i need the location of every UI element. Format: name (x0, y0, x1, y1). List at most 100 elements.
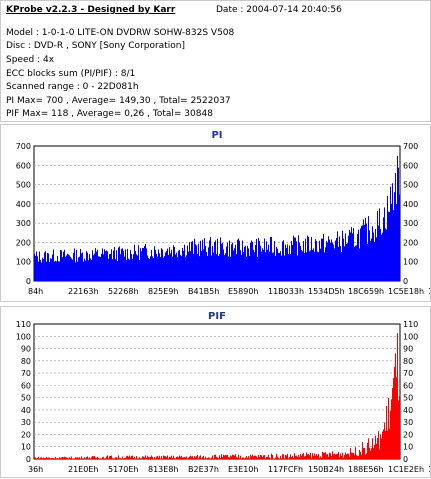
chart-1-bar (174, 458, 175, 459)
chart-1-bar (344, 455, 345, 459)
chart-0-bar (294, 237, 295, 281)
disc-line: Disc : DVD-R , SONY [Sony Corporation] (6, 41, 185, 51)
chart-0-bar (87, 252, 88, 281)
chart-0-bar (136, 254, 137, 281)
chart-0-bar (166, 250, 167, 281)
chart-1-bar (329, 452, 330, 459)
chart-1-bar (229, 457, 230, 459)
chart-1-bar (50, 458, 51, 459)
chart-0-bar (172, 256, 173, 281)
chart-1-bar (231, 456, 232, 459)
chart-1-bar (152, 456, 153, 459)
chart-0-bar (58, 261, 59, 281)
chart-1-bar (87, 456, 88, 459)
chart-0-bar (177, 257, 178, 281)
chart-0-bar (392, 183, 393, 281)
chart-0-bar (201, 250, 202, 281)
chart-1-bar (382, 431, 383, 459)
chart-0-bar (259, 241, 260, 281)
chart-0-bar (390, 186, 391, 281)
chart-0-bar (301, 249, 302, 281)
chart-0-bar (115, 259, 116, 281)
chart-0-bar (307, 235, 308, 281)
chart-0-bar (386, 229, 387, 281)
chart-1-bar (70, 458, 71, 459)
chart-0-bar (331, 239, 332, 281)
chart-0-bar (186, 255, 187, 281)
chart-0-bar (223, 249, 224, 281)
chart-0-bar (147, 255, 148, 281)
chart-1-y-tick-left: 110 (16, 320, 31, 329)
chart-0-bar (365, 217, 366, 281)
chart-0-bar (43, 259, 44, 281)
chart-0-bar (67, 253, 68, 281)
chart-0-bar (290, 254, 291, 281)
chart-1-bar (280, 455, 281, 459)
chart-1-bar (55, 456, 56, 459)
chart-0-bar (341, 251, 342, 281)
chart-0-bar (38, 261, 39, 281)
chart-0-bar (153, 258, 154, 281)
chart-1-bar (357, 456, 358, 459)
chart-0-bar (367, 243, 368, 281)
chart-0-bar (240, 250, 241, 281)
chart-1-bar (396, 377, 397, 459)
chart-1-bar (71, 456, 72, 459)
chart-1-bar (236, 456, 237, 459)
chart-1-bar (387, 430, 388, 459)
chart-1-bar (41, 457, 42, 459)
chart-1-bar (388, 397, 389, 459)
chart-1-bar (304, 456, 305, 459)
chart-1-bar (209, 457, 210, 459)
chart-1-bar (150, 456, 151, 459)
chart-0-bar (354, 246, 355, 281)
chart-1-bar (53, 458, 54, 459)
chart-1-y-tick-right: 30 (403, 418, 413, 427)
pif-chart-panel: PIF 0 0 10 10 20 20 30 30 40 40 50 50 60 60 70 70 80 80 90 9… (0, 306, 431, 478)
chart-0-x-tick: 825E9h (148, 287, 178, 296)
chart-1-bar (163, 455, 164, 459)
chart-1-bar (339, 457, 340, 459)
chart-1-bar (375, 435, 376, 459)
chart-0-bar (397, 155, 398, 281)
chart-0-y-tick-right: 300 (403, 219, 418, 228)
chart-0-bar (249, 255, 250, 281)
chart-1-bar (224, 455, 225, 459)
chart-0-bar (118, 247, 119, 281)
chart-1-x-tick: 188E56h (348, 465, 384, 474)
chart-1-series (34, 333, 400, 459)
chart-0-bar (247, 245, 248, 281)
chart-0-bar (363, 219, 364, 281)
chart-1-bar (109, 456, 110, 459)
chart-0-bar (369, 230, 370, 281)
chart-1-bar (61, 457, 62, 459)
chart-0-bar (248, 248, 249, 281)
chart-1-bar (348, 453, 349, 459)
chart-0-bar (263, 249, 264, 281)
chart-1-bar (347, 453, 348, 459)
chart-1-bar (201, 458, 202, 459)
chart-0-bar (206, 251, 207, 281)
chart-0-y-tick-left: 600 (16, 161, 31, 170)
chart-0-bar (203, 249, 204, 281)
chart-1-x-tick: 36h (28, 465, 43, 474)
chart-1-bar (343, 457, 344, 459)
chart-1-bar (235, 454, 236, 459)
chart-1-y-tick-right: 80 (403, 357, 413, 366)
chart-1-x-tick: 5170Eh (108, 465, 138, 474)
chart-1-bar (110, 455, 111, 459)
chart-1-bar (171, 455, 172, 459)
chart-0-bar (61, 250, 62, 281)
chart-0-bar (389, 212, 390, 281)
chart-0-bar (101, 253, 102, 281)
chart-1-bar (332, 451, 333, 459)
chart-0-bar (116, 250, 117, 281)
chart-1-bar (333, 454, 334, 459)
chart-0-bar (146, 248, 147, 281)
chart-0-bar (388, 211, 389, 281)
chart-0-bar (332, 242, 333, 281)
chart-0-bar (239, 240, 240, 281)
chart-0-bar (316, 241, 317, 281)
chart-0-bar (149, 259, 150, 281)
chart-1-bar (262, 457, 263, 459)
